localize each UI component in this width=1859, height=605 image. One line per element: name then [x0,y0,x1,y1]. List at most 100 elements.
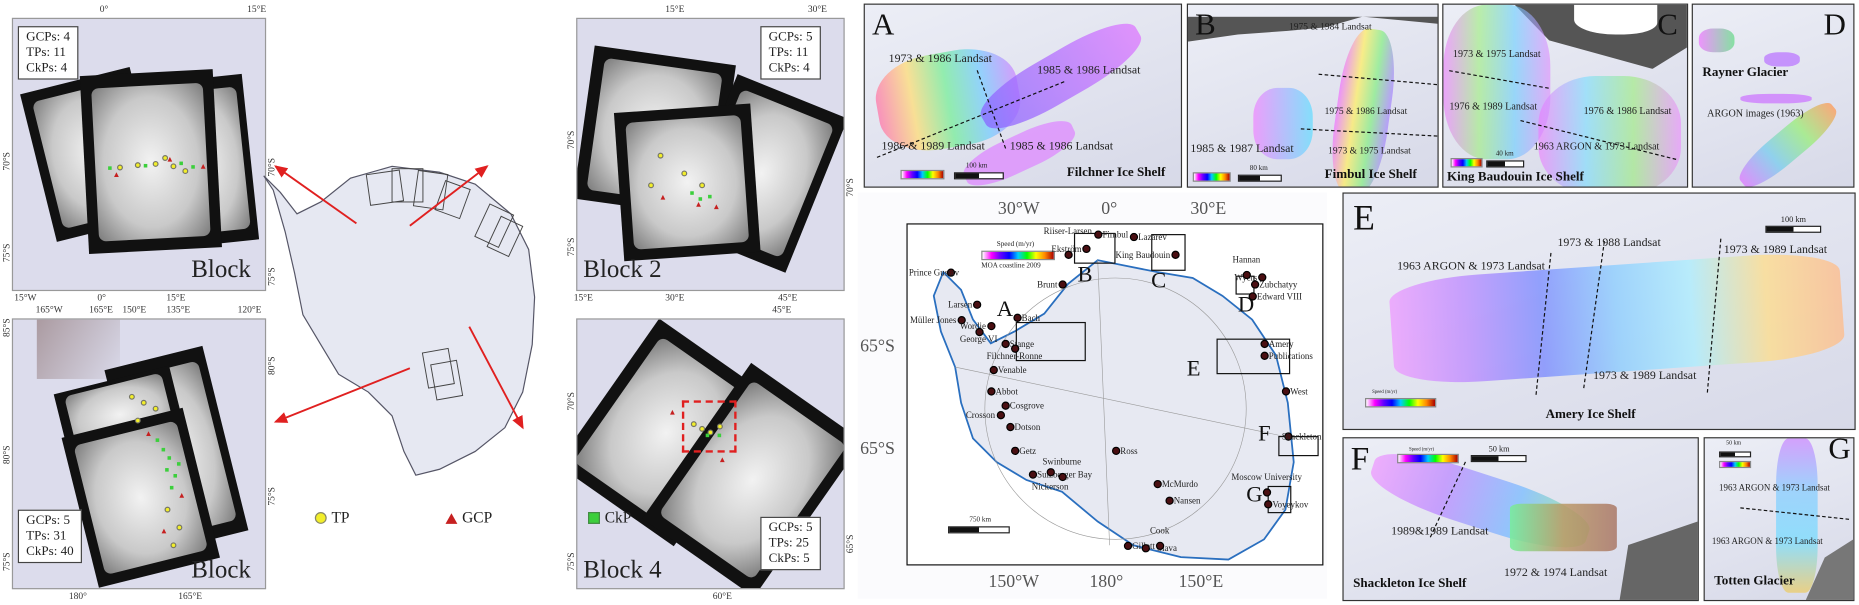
panel-label: 1985 & 1986 Landsat [1009,140,1114,154]
station-marker [946,268,956,277]
station-label: Larsen [948,298,973,310]
panel-a: A 1973 & 1986 Landsat 1985 & 1986 Landsa… [863,3,1183,188]
panel-e: E 1963 ARGON & 1973 Landsat 1973 & 1988 … [1342,192,1856,431]
station-label: Moscow University [1231,471,1302,483]
station-marker [1082,244,1091,254]
scale-bar [953,172,1004,180]
panel-label: 1975 & 1986 Landsat [1324,105,1408,117]
colorbar-title: Speed (m/yr) [996,241,1035,249]
box-letter: B [1077,262,1093,288]
gcps-count: GCPs: 5 [26,513,71,528]
panel-label: 1985 & 1987 Landsat [1190,142,1294,156]
station-label: Crosson [965,409,996,420]
speed-colorbar [1450,158,1483,168]
overview-map: 30°W 0° 30°E 65°S 65°S 150°W 180° 150°E … [857,192,1327,599]
scale-bar [1719,451,1752,458]
tick: 165°E [178,590,203,602]
station-marker [1064,250,1073,259]
panel-title: Amery Ice Shelf [1545,407,1636,422]
colorbar-title: Speed (m/yr) [1408,445,1434,452]
station-marker [987,387,996,396]
image-footprints [365,168,524,401]
station-marker [1001,339,1010,349]
count-box: GCPs: 5 TPs: 25 CkPs: 5 [760,516,821,571]
arrow-to-block-1 [274,165,357,225]
gcps-count: GCPs: 5 [768,520,813,535]
block-3-frame: GCPs: 5 TPs: 31 CkPs: 40 Block 3 [11,318,267,590]
station-label: Edward VIII [1256,290,1303,302]
tps-count: TPs: 25 [768,535,809,551]
station-marker [996,411,1006,420]
panel-label: 1973 & 1986 Landsat [888,52,992,66]
tick: 30°E [665,292,685,303]
station-label: Bach [1021,311,1041,323]
arrow-to-block-3 [273,367,411,423]
panel-label: 1963 ARGON & 1973 Landsat [1719,482,1830,494]
tick: 15°E [166,292,186,303]
control-points [648,152,719,210]
station-marker [987,321,996,331]
station-marker [1171,250,1180,259]
station-marker [1010,446,1020,456]
speed-colorbar [1719,460,1752,469]
panel-label: 1972 & 1974 Landsat [1504,566,1608,580]
station-marker [1013,313,1022,322]
count-box: GCPs: 5 TPs: 11 CkPs: 4 [760,26,821,80]
panel-label: 1973 & 1975 Landsat [1452,47,1541,60]
tick: 45°E [778,292,798,303]
speed-colorbar [900,169,945,180]
overview-map-frame: Speed (m/yr) MOA coastline 2009 750 km A… [906,223,1324,566]
tick: 60°E [712,590,732,602]
panel-title: King Baudouin Ice Shelf [1446,169,1584,185]
tick: 15°W [14,292,37,303]
panel-letter: C [1657,7,1678,42]
panel-label: 1973 & 1989 Landsat [1723,243,1828,257]
station-label: Dotson [1014,421,1041,432]
scale-label: 80 km [1249,165,1268,173]
station-label: Venable [997,364,1027,375]
tick: 150°E [122,304,147,315]
station-label: Filchner-Ronne [986,350,1043,362]
tick: 165°W [35,304,63,315]
panel-label: 1973 & 1988 Landsat [1557,236,1661,250]
speed-colorbar [981,250,1055,261]
station-marker [1001,401,1010,410]
inset-box-e [1216,338,1291,375]
panel-letter: F [1350,440,1370,478]
station-label: Zubchatyy [1259,278,1298,290]
tick: 30°E [807,3,827,15]
tick: 15°E [247,3,267,15]
panel-label: 1963 ARGON & 1973 Landsat [1397,260,1545,274]
box-letter: E [1186,356,1201,382]
block-1-frame: GCPs: 4 TPs: 11 CkPs: 4 Block 1 [11,17,267,292]
tick: 165°E [89,304,113,315]
colorbar-title: Speed (m/yr) [1372,388,1398,395]
station-label: Stange [1009,337,1035,349]
circle-icon [314,512,327,524]
block-2-frame: GCPs: 5 TPs: 11 CkPs: 4 Block 2 [576,17,845,292]
station-label: Ross [1120,444,1138,456]
speed-colorbar [1192,172,1231,182]
legend-tp: TP [314,508,349,527]
scale-bar [1237,174,1282,182]
speed-colorbar [1397,453,1459,464]
station-marker [1123,541,1133,551]
box-letter: F [1258,421,1271,447]
scale-bar [1486,160,1525,168]
ckps-count: CkPs: 4 [768,60,810,75]
speed-colorbar [1365,397,1437,408]
tick: 65°S [860,337,895,357]
block-label: Block 3 [191,554,251,588]
scale-label: 750 km [969,516,991,524]
station-marker [1260,351,1269,360]
tick: 0° [99,3,109,15]
gcps-count: GCPs: 4 [26,29,71,44]
tick: 120°E [237,304,262,315]
station-label: Abbot [995,385,1018,397]
station-label: Ekström [1051,242,1082,254]
station-marker [1155,541,1165,551]
inset-box-a [1015,321,1086,362]
station-label: Müller Jones [910,314,957,325]
control-points [128,393,185,549]
count-box: GCPs: 4 TPs: 11 CkPs: 4 [17,26,79,80]
